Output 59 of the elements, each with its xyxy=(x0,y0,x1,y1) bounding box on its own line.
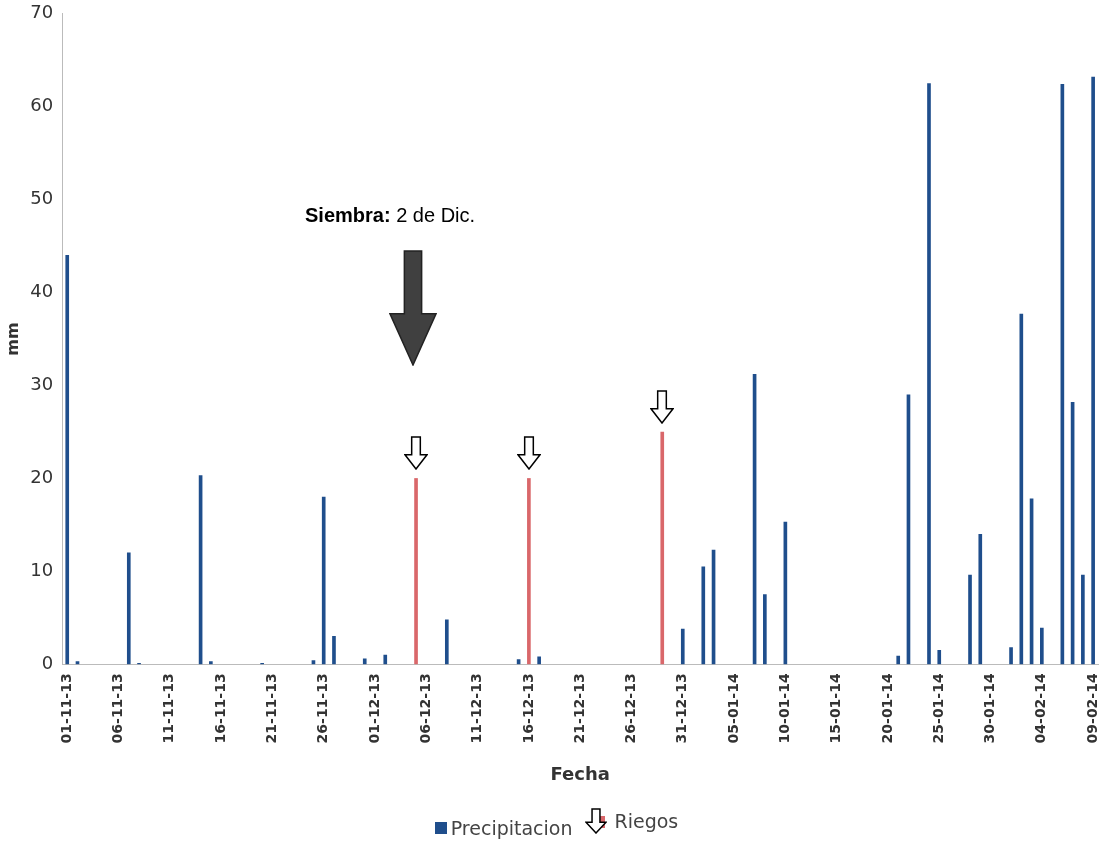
x-axis-title: Fecha xyxy=(550,762,610,784)
legend-label: Riegos xyxy=(614,810,679,832)
x-tick-label: 15-01-14 xyxy=(827,673,844,744)
y-axis-title: mm xyxy=(2,322,22,356)
x-tick-label: 26-12-13 xyxy=(622,673,639,744)
x-tick-label: 10-01-14 xyxy=(776,673,792,744)
y-tick-label: 10 xyxy=(30,559,54,581)
bar xyxy=(126,552,131,665)
y-tick-label: 70 xyxy=(30,1,54,23)
x-tick-label: 16-11-13 xyxy=(211,673,228,744)
y-tick-label: 0 xyxy=(41,652,54,673)
bar xyxy=(1009,647,1013,665)
bar xyxy=(968,574,972,665)
x-tick-label: 20-01-14 xyxy=(878,673,895,744)
bar xyxy=(383,654,388,665)
bar xyxy=(896,655,901,665)
bar xyxy=(701,566,706,665)
bar xyxy=(527,478,531,665)
bar xyxy=(1040,627,1044,665)
bar xyxy=(660,431,665,665)
bar xyxy=(763,594,767,665)
x-tick-label: 25-01-14 xyxy=(929,673,946,744)
bar xyxy=(927,83,931,665)
x-tick-label: 21-12-13 xyxy=(570,673,587,744)
bar xyxy=(321,496,326,665)
x-tick-label: 11-12-13 xyxy=(468,673,485,744)
legend-label: Precipitacion xyxy=(450,817,573,839)
bar xyxy=(209,661,213,665)
x-tick-label: 30-01-14 xyxy=(981,673,998,744)
x-tick-label: 26-11-13 xyxy=(314,673,331,744)
x-tick-label: 21-11-13 xyxy=(263,673,280,744)
bar xyxy=(444,619,449,665)
x-tick-label: 31-12-13 xyxy=(673,673,690,744)
bar xyxy=(937,650,942,665)
x-tick-label: 09-02-14 xyxy=(1083,673,1100,744)
bar xyxy=(978,533,983,665)
bar xyxy=(362,658,367,665)
bar xyxy=(1019,313,1024,665)
x-tick-label: 01-11-13 xyxy=(57,673,74,744)
x-tick-label: 16-12-13 xyxy=(519,673,536,744)
bar xyxy=(65,255,70,665)
x-tick-label: 05-01-14 xyxy=(724,673,741,744)
x-tick-label: 06-12-13 xyxy=(416,673,433,744)
x-tick-label: 11-11-13 xyxy=(160,673,177,744)
bar xyxy=(1081,574,1085,665)
annotation: Siembra: 2 de Dic. xyxy=(305,204,476,227)
x-tick-label: 01-12-13 xyxy=(365,673,382,744)
bar xyxy=(680,628,685,665)
y-tick-label: 60 xyxy=(30,94,54,116)
y-tick-label: 50 xyxy=(30,187,54,209)
bar xyxy=(332,636,336,665)
y-tick-label: 40 xyxy=(30,280,54,302)
bar xyxy=(1091,76,1095,665)
x-tick-label: 04-02-14 xyxy=(1032,673,1049,744)
x-tick-label: 06-11-13 xyxy=(109,673,126,744)
y-tick-label: 20 xyxy=(30,466,54,488)
y-tick-label: 30 xyxy=(30,373,54,395)
bar xyxy=(414,478,418,665)
bar xyxy=(537,656,541,665)
